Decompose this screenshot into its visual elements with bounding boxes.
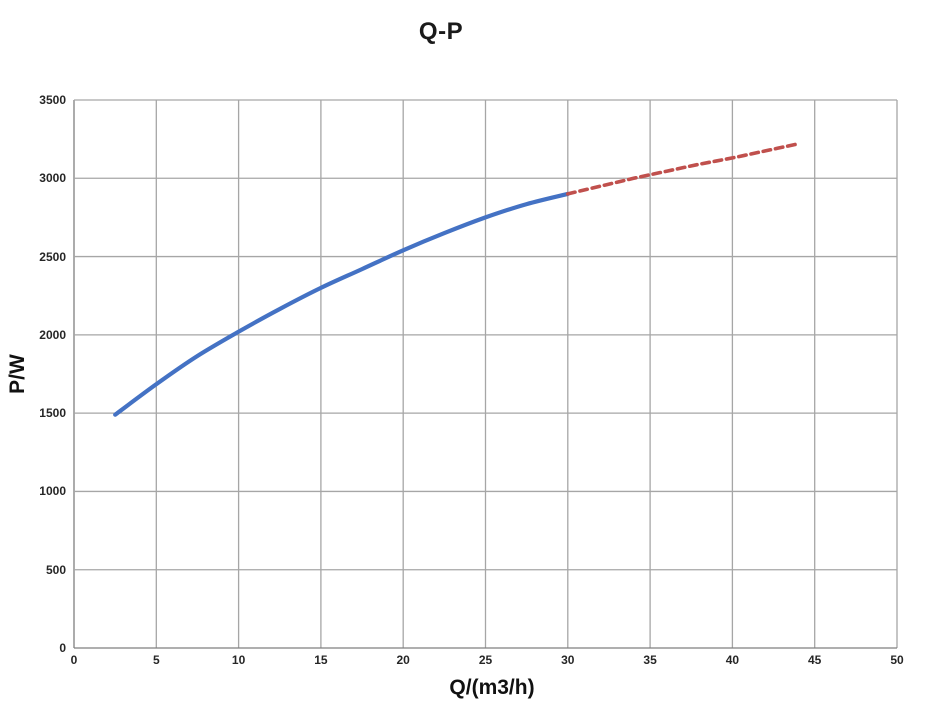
series-P-solid-measured [113,191,570,417]
y-axis-title: P/W [6,354,29,394]
x-tick-label: 15 [314,653,328,667]
series-P-dashed-extrapolated [566,142,800,196]
x-tick-label: 45 [808,653,822,667]
x-tick-label: 50 [890,653,904,667]
y-tick-label: 3500 [39,93,66,107]
y-tick-label: 2500 [39,249,66,264]
y-tick-label: 3000 [39,171,66,186]
chart-title: Q-P [418,18,464,45]
x-tick-label: 40 [725,653,740,667]
x-tick-label: 30 [561,653,575,667]
x-tick-label: 0 [70,653,78,667]
x-axis-title: Q/(m3/h) [449,676,535,699]
y-tick-label: 1500 [39,406,66,421]
y-tick-label: 2000 [39,327,66,342]
x-tick-label: 20 [396,653,410,667]
x-tick-label: 5 [152,653,160,667]
y-tick-label: 1000 [39,484,66,499]
x-tick-label: 35 [643,653,657,667]
y-tick-label: 0 [59,641,66,655]
x-tick-label: 25 [478,653,493,667]
x-tick-label: 10 [231,653,246,667]
y-tick-label: 500 [45,562,66,577]
